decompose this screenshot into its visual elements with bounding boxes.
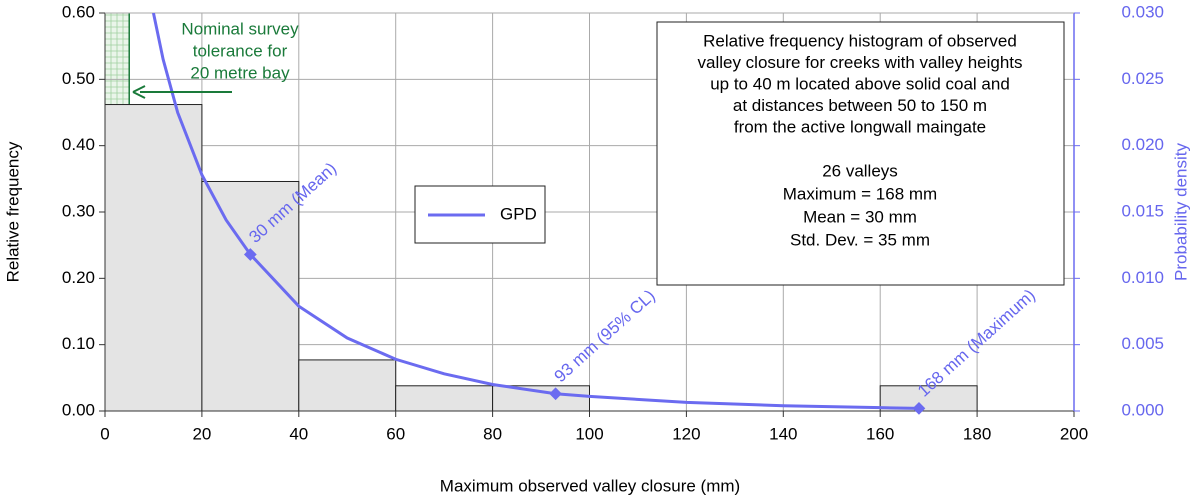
bar [201,180,300,412]
y-axis-label: Relative frequency [3,141,22,282]
y2-tick-label: 0.005 [1121,334,1164,353]
x-tick-label: 0 [100,424,109,443]
info-stat: 26 valleys [822,161,898,180]
y-tick-label: 0.30 [62,201,95,220]
x-tick-label: 100 [575,424,603,443]
y2-tick-label: 0.025 [1121,69,1164,88]
bar [104,104,203,412]
y-tick-label: 0.10 [62,334,95,353]
x-tick-label: 200 [1060,424,1088,443]
x-tick-label: 120 [672,424,700,443]
y-tick-label: 0.40 [62,135,95,154]
y2-tick-label: 0.000 [1121,400,1164,419]
x-axis-label: Maximum observed valley closure (mm) [440,476,740,495]
y2-tick-label: 0.030 [1121,2,1164,21]
x-tick-label: 20 [192,424,211,443]
bar [492,385,591,412]
y-tick-label: 0.50 [62,69,95,88]
y2-tick-label: 0.015 [1121,201,1164,220]
bar [298,359,397,412]
tolerance-text: Nominal survey [181,19,299,38]
x-tick-label: 60 [386,424,405,443]
info-text: at distances between 50 to 150 m [733,96,987,115]
info-text: up to 40 m located above solid coal and [710,74,1010,93]
y-tick-label: 0.00 [62,400,95,419]
tolerance-text: tolerance for [193,41,288,60]
info-stat: Maximum = 168 mm [783,184,937,203]
info-text: valley closure for creeks with valley he… [697,53,1022,72]
marker [243,248,257,261]
arrow-head [132,85,146,99]
y2-axis-label: Probability density [1171,143,1190,281]
x-tick-label: 140 [769,424,797,443]
y-tick-label: 0.20 [62,268,95,287]
x-tick-label: 80 [483,424,502,443]
info-box [656,21,1065,286]
x-tick-label: 180 [963,424,991,443]
tolerance-text: 20 metre bay [190,63,290,82]
info-text: from the active longwall maingate [734,117,986,136]
legend-label: GPD [500,204,537,223]
x-tick-label: 160 [866,424,894,443]
y-tick-label: 0.60 [62,2,95,21]
info-stat: Std. Dev. = 35 mm [790,230,930,249]
y2-tick-label: 0.010 [1121,268,1164,287]
bar [395,385,494,412]
y2-tick-label: 0.020 [1121,135,1164,154]
info-text: Relative frequency histogram of observed [703,31,1017,50]
info-stat: Mean = 30 mm [803,207,917,226]
x-tick-label: 40 [289,424,308,443]
curve [151,13,919,410]
